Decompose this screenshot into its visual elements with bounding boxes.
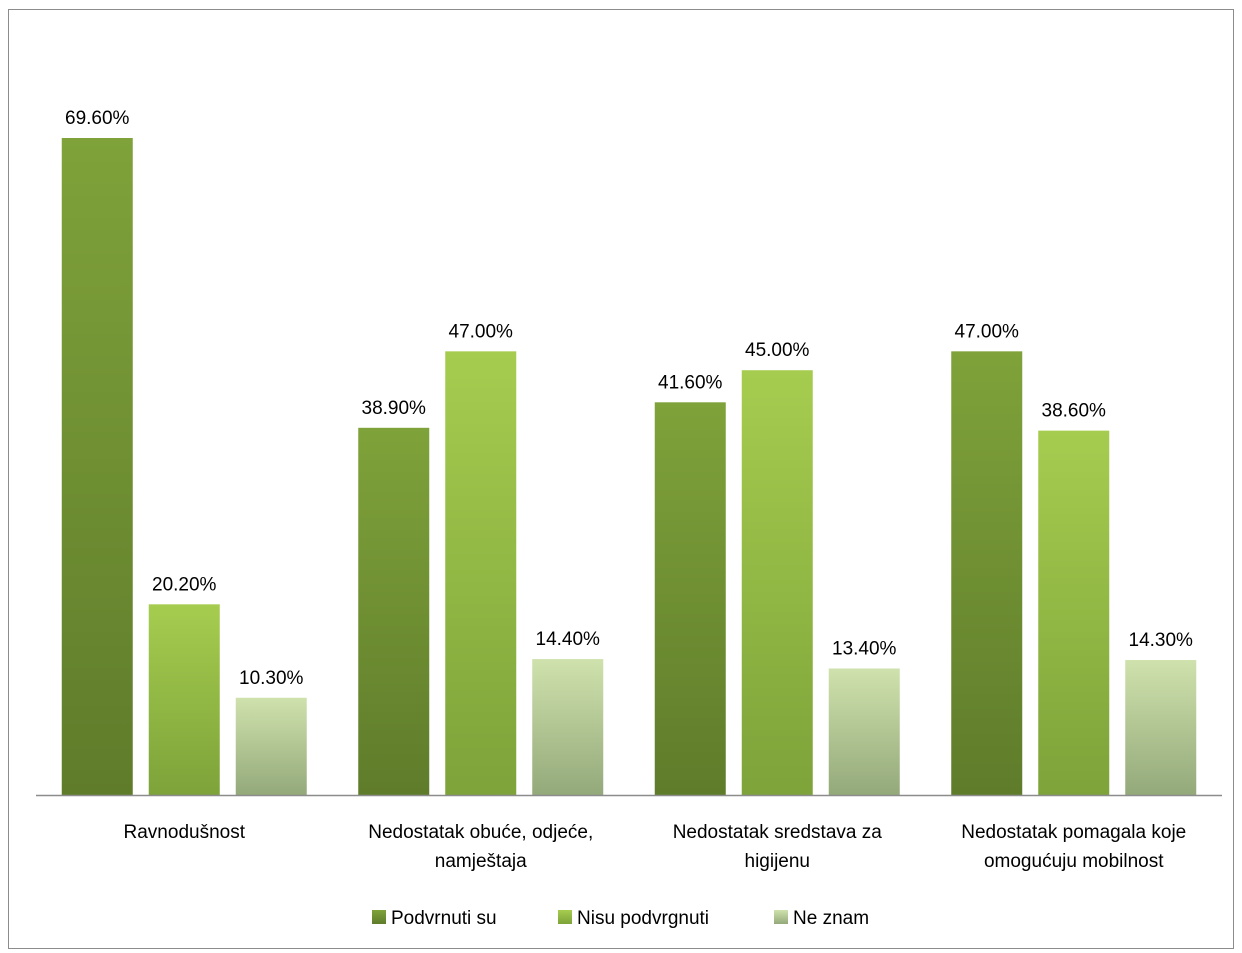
category-label-4: omogućuju mobilnost [984, 851, 1164, 872]
data-label-2-1: 20.20% [152, 574, 217, 595]
bar-3-1 [235, 697, 307, 795]
category-label-3: higijenu [745, 851, 811, 872]
data-label-2-2: 47.00% [449, 321, 514, 342]
category-labels-layer: Ravnodušnost Nedostatak obuće, odjeće, nam… [124, 822, 1187, 872]
data-label-2-3: 45.00% [745, 340, 810, 361]
bar-1-2 [358, 427, 430, 795]
bar-3-2 [532, 659, 604, 795]
bar-1-3 [654, 402, 726, 795]
category-label-1: Ravnodušnost [124, 822, 246, 843]
bars-layer [61, 138, 1197, 795]
data-label-3-4: 14.30% [1129, 630, 1194, 651]
data-label-3-3: 13.40% [832, 639, 897, 660]
category-label-2: namještaja [435, 851, 527, 872]
legend-swatch-3 [774, 910, 788, 924]
data-label-2-4: 38.60% [1042, 401, 1107, 422]
category-label-3: Nedostatak sredstava za [673, 822, 883, 843]
legend-label-1: Podvrnuti su [391, 908, 497, 929]
bar-1-4 [951, 351, 1023, 795]
data-labels-layer: 69.60% 20.20% 10.30% 38.90% 47.00% 14.40% 41.6… [65, 108, 1193, 689]
bar-2-4 [1038, 430, 1110, 795]
bar-2-2 [445, 351, 517, 795]
data-label-1-4: 47.00% [955, 321, 1020, 342]
bar-1-1 [61, 138, 133, 795]
data-label-1-3: 41.60% [658, 372, 723, 393]
data-label-3-1: 10.30% [239, 668, 304, 689]
bar-2-1 [148, 604, 220, 795]
data-label-1-1: 69.60% [65, 108, 130, 129]
data-label-3-2: 14.40% [536, 629, 601, 650]
legend: Podvrnuti su Nisu podvrgnuti Ne znam [372, 908, 869, 929]
bar-3-3 [828, 668, 900, 795]
bar-2-3 [741, 370, 813, 795]
bar-3-4 [1125, 660, 1197, 795]
legend-swatch-2 [558, 910, 572, 924]
legend-swatch-1 [372, 910, 386, 924]
category-label-2: Nedostatak obuće, odjeće, [368, 822, 593, 843]
category-label-4: Nedostatak pomagala koje [961, 822, 1186, 843]
legend-label-3: Ne znam [793, 908, 869, 929]
data-label-1-2: 38.90% [362, 398, 427, 419]
legend-label-2: Nisu podvrgnuti [577, 908, 709, 929]
